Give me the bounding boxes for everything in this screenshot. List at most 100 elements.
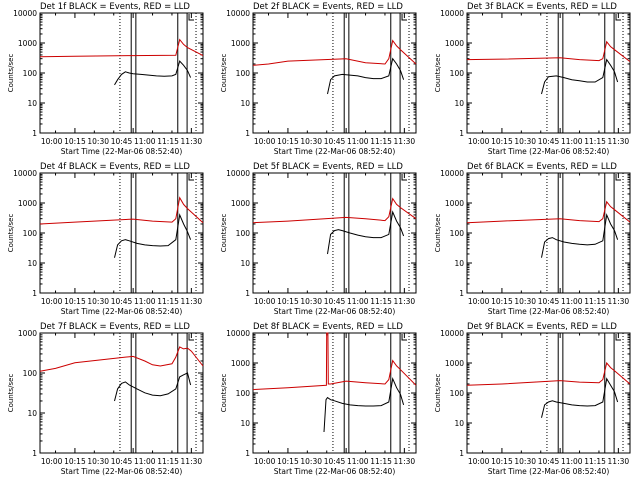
plot-frame	[252, 172, 417, 294]
chart-panel-4: Det 4f BLACK = Events, RED = LLD 1 10 100 10…	[7, 162, 204, 316]
x-tick-label: 11:00	[561, 457, 583, 466]
y-axis-label: Counts/sec	[220, 374, 228, 413]
x-tick-label: 10:15	[64, 457, 86, 466]
x-tick-label: 11:00	[561, 137, 583, 146]
series-line-lld	[39, 196, 204, 225]
x-tick-label: 11:30	[181, 297, 203, 306]
y-tick-label: 10	[27, 99, 37, 108]
plot-frame	[252, 12, 417, 134]
y-tick-label: 1	[32, 289, 37, 298]
series-line-events	[327, 57, 405, 95]
chart-title: Det 7f BLACK = Events, RED = LLD	[40, 322, 190, 332]
x-axis-label: Start Time (22-Mar-06 08:52:40)	[274, 147, 396, 156]
x-tick-label: 10:00	[468, 137, 490, 146]
x-tick-label: 10:45	[111, 137, 133, 146]
y-tick-label: 10	[240, 99, 250, 108]
x-tick-label: 11:15	[584, 457, 606, 466]
x-tick-label: 11:15	[370, 297, 392, 306]
x-tick-label: 10:45	[111, 297, 133, 306]
x-tick-label: 11:30	[608, 457, 630, 466]
y-tick-label: 1	[459, 449, 464, 458]
y-tick-label: 100	[23, 369, 38, 378]
chart-title: Det 3f BLACK = Events, RED = LLD	[467, 2, 617, 12]
x-tick-label: 10:00	[254, 297, 276, 306]
series-line-lld	[466, 200, 631, 224]
x-axis-label: Start Time (22-Mar-06 08:52:40)	[488, 147, 610, 156]
y-tick-label: 10	[240, 419, 250, 428]
y-tick-label: 1000	[18, 39, 37, 48]
y-tick-label: 10	[454, 99, 464, 108]
y-axis-label: Counts/sec	[7, 374, 15, 413]
y-tick-label: 1	[245, 449, 250, 458]
x-tick-label: 11:15	[584, 297, 606, 306]
series-line-events	[323, 376, 405, 433]
y-tick-label: 1000	[18, 329, 37, 338]
chart-title: Det 6f BLACK = Events, RED = LLD	[467, 162, 617, 172]
x-tick-label: 11:00	[134, 457, 156, 466]
y-tick-label: 1	[245, 289, 250, 298]
series-line-lld	[252, 39, 417, 66]
plot-frame	[39, 172, 204, 294]
chart-panel-1: Det 1f BLACK = Events, RED = LLD 1 10 100 10…	[7, 2, 204, 156]
x-tick-label: 11:15	[584, 137, 606, 146]
x-tick-label: 11:30	[394, 137, 416, 146]
y-tick-label: 1	[32, 129, 37, 138]
x-tick-label: 10:00	[41, 457, 63, 466]
x-tick-label: 10:30	[300, 457, 322, 466]
x-tick-label: 10:45	[538, 297, 560, 306]
y-axis-label: Counts/sec	[220, 214, 228, 253]
y-axis-label: Counts/sec	[434, 374, 442, 413]
y-tick-label: 1000	[445, 199, 464, 208]
x-tick-label: 11:00	[347, 137, 369, 146]
x-tick-label: 10:00	[41, 297, 63, 306]
x-tick-label: 10:30	[514, 457, 536, 466]
y-tick-label: 1	[459, 129, 464, 138]
y-tick-label: 1000	[231, 359, 250, 368]
y-tick-label: 1000	[445, 39, 464, 48]
x-tick-label: 10:30	[87, 457, 109, 466]
x-tick-label: 10:15	[64, 297, 86, 306]
x-tick-label: 11:30	[394, 297, 416, 306]
series-line-lld	[466, 40, 631, 62]
chart-title: Det 4f BLACK = Events, RED = LLD	[40, 162, 190, 172]
x-tick-label: 10:00	[254, 137, 276, 146]
series-line-lld	[466, 361, 631, 386]
series-line-lld	[39, 38, 204, 58]
y-tick-label: 10	[454, 259, 464, 268]
y-tick-label: 10000	[13, 9, 37, 18]
x-tick-label: 10:45	[324, 297, 346, 306]
y-axis-label: Counts/sec	[220, 54, 228, 93]
x-tick-label: 10:00	[41, 137, 63, 146]
y-tick-label: 10000	[226, 329, 250, 338]
y-tick-label: 1	[245, 129, 250, 138]
x-tick-label: 10:45	[538, 137, 560, 146]
chart-panel-8: Det 8f BLACK = Events, RED = LLD 1 10 100 10…	[220, 322, 417, 476]
y-tick-label: 100	[23, 229, 38, 238]
y-tick-label: 10	[27, 409, 37, 418]
chart-panel-7: Det 7f BLACK = Events, RED = LLD 1 10 100 10…	[7, 322, 204, 476]
y-tick-label: 10000	[440, 329, 464, 338]
chart-title: Det 5f BLACK = Events, RED = LLD	[253, 162, 403, 172]
x-tick-label: 11:00	[561, 297, 583, 306]
x-tick-label: 11:00	[134, 137, 156, 146]
x-tick-label: 11:00	[134, 297, 156, 306]
y-tick-label: 1000	[18, 199, 37, 208]
y-axis-label: Counts/sec	[7, 214, 15, 253]
x-tick-label: 11:30	[181, 457, 203, 466]
x-axis-label: Start Time (22-Mar-06 08:52:40)	[274, 307, 396, 316]
x-tick-label: 10:15	[491, 297, 513, 306]
y-tick-label: 10	[240, 259, 250, 268]
y-tick-label: 10000	[13, 169, 37, 178]
series-line-lld	[252, 197, 417, 224]
x-tick-label: 10:00	[468, 297, 490, 306]
l-marker	[188, 14, 195, 21]
l-marker	[188, 174, 195, 181]
x-tick-label: 10:15	[277, 457, 299, 466]
y-axis-label: Counts/sec	[434, 214, 442, 253]
series-line-events	[114, 60, 192, 86]
x-tick-label: 10:30	[514, 297, 536, 306]
x-tick-label: 11:00	[347, 457, 369, 466]
y-tick-label: 10	[454, 419, 464, 428]
x-axis-label: Start Time (22-Mar-06 08:52:40)	[274, 467, 396, 476]
